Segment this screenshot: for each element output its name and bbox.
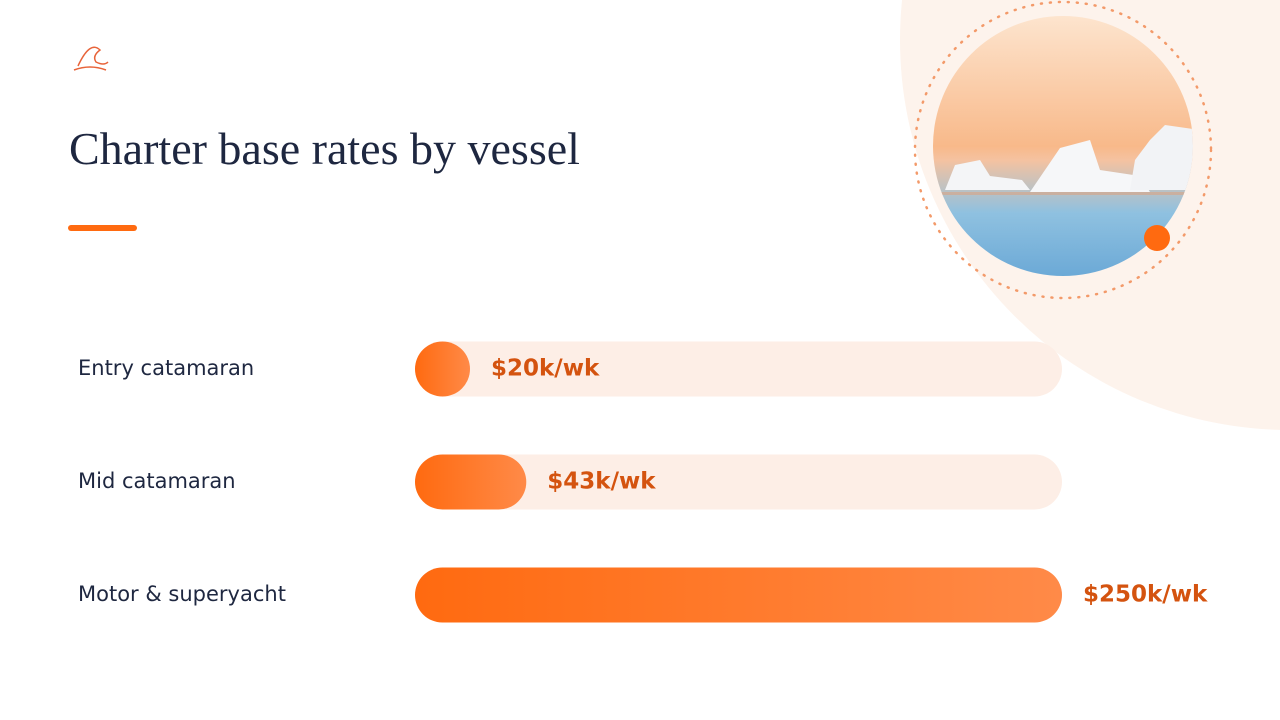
title-underline [68, 225, 137, 231]
value-label: $20k/wk [491, 356, 600, 382]
category-label: Entry catamaran [78, 356, 254, 380]
bar-track [415, 341, 1062, 397]
category-label: Motor & superyacht [78, 582, 286, 606]
bar [415, 454, 527, 510]
value-label: $43k/wk [547, 469, 656, 495]
chart-title: Charter base rates by vessel [69, 123, 580, 174]
logo [73, 46, 109, 71]
dotted-ring [913, 0, 1213, 300]
category-label: Mid catamaran [78, 469, 236, 493]
bar-track [415, 454, 1062, 510]
bar [415, 341, 470, 397]
bar [415, 567, 1062, 623]
value-label: $250k/wk [1083, 582, 1208, 608]
accent-dot [1144, 225, 1170, 251]
